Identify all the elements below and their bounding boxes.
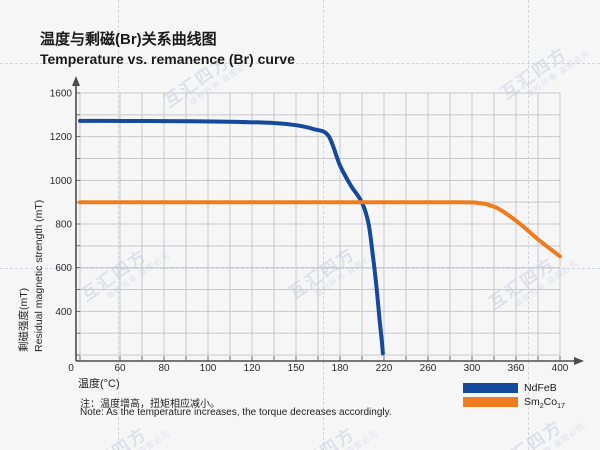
x-tick-label: 180 bbox=[332, 363, 349, 374]
x-axis-title: 温度(°C) bbox=[78, 378, 120, 390]
curve-ndfeb bbox=[78, 118, 385, 356]
x-axis-arrow-icon bbox=[574, 357, 584, 365]
curve-smco bbox=[78, 200, 562, 259]
y-tick-label: 1000 bbox=[50, 176, 73, 187]
x-tick-label: 60 bbox=[114, 363, 126, 374]
x-tick-label: 300 bbox=[464, 363, 481, 374]
x-tick-label: 80 bbox=[158, 363, 170, 374]
y-tick-label: 1600 bbox=[50, 89, 73, 100]
x-tick-label: 150 bbox=[288, 363, 305, 374]
y-tick-label: 1200 bbox=[50, 132, 73, 143]
x-tick-label: 100 bbox=[200, 363, 217, 374]
x-tick-label: 260 bbox=[420, 363, 437, 374]
note-en: Note: As the temperature increases, the … bbox=[80, 407, 392, 418]
chart-title-zh: 温度与剩磁(Br)关系曲线图 bbox=[40, 31, 217, 48]
chart-title-en: Temperature vs. remanence (Br) curve bbox=[40, 51, 295, 67]
y-tick-label: 600 bbox=[55, 263, 72, 274]
y-axis-title-en: Residual magnetic strength (mT) bbox=[33, 199, 45, 352]
x-tick-label: 0 bbox=[68, 363, 74, 374]
x-tick-label: 120 bbox=[244, 363, 261, 374]
x-tick-label: 360 bbox=[508, 363, 525, 374]
x-tick-label: 220 bbox=[376, 363, 393, 374]
y-axis-arrow-icon bbox=[72, 76, 80, 86]
y-tick-label: 800 bbox=[55, 220, 72, 231]
y-tick-label: 400 bbox=[55, 307, 72, 318]
note-zh: 注：温度增高，扭矩相应减小。 bbox=[80, 399, 220, 410]
y-axis-title-zh: 剩磁强度(mT) bbox=[18, 287, 30, 352]
x-tick-label: 400 bbox=[552, 363, 569, 374]
